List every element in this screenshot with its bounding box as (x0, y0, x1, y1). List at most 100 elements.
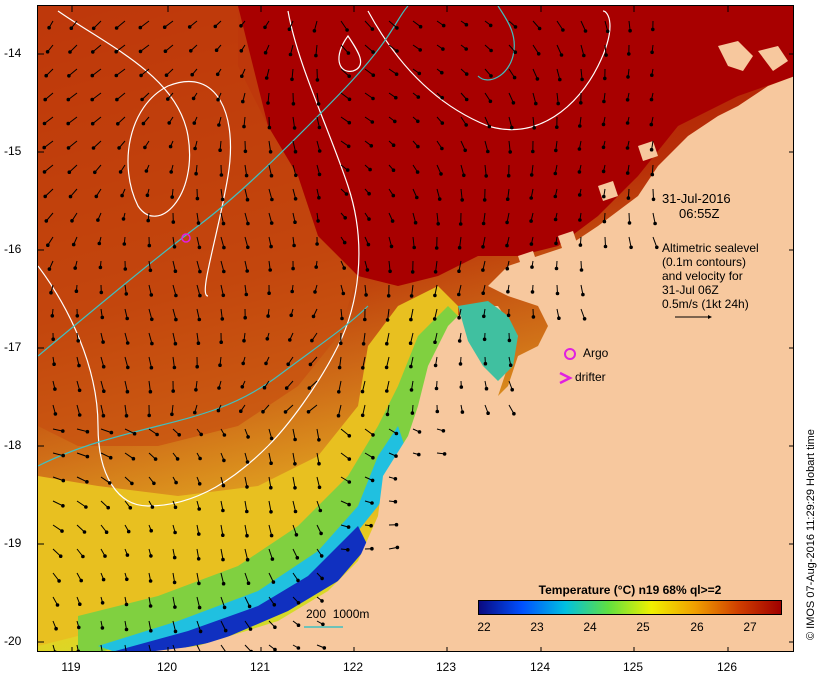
velocity-arrow (508, 116, 513, 128)
velocity-arrow-head (222, 245, 226, 250)
velocity-arrow (435, 260, 438, 272)
velocity-arrow-head (307, 386, 312, 390)
velocity-arrow-head (241, 99, 245, 104)
velocity-arrow-head (603, 244, 608, 249)
velocity-arrow-head (418, 24, 423, 29)
velocity-arrow-head (649, 122, 654, 127)
colorbar-tick-label: 22 (477, 620, 491, 634)
velocity-arrow-head (510, 125, 514, 130)
velocity-arrow-head (68, 50, 72, 54)
velocity-arrow-head (529, 173, 534, 177)
velocity-arrow-head (82, 530, 87, 534)
velocity-arrow-head (196, 557, 201, 561)
velocity-arrow-head (125, 553, 130, 557)
velocity-arrow-head (173, 269, 178, 274)
velocity-arrow-head (190, 72, 194, 77)
velocity-arrow (172, 308, 177, 320)
velocity-arrow-head (629, 245, 633, 250)
velocity-arrow-head (243, 149, 248, 154)
velocity-arrow-head (74, 289, 79, 294)
velocity-arrow-head (286, 362, 290, 367)
velocity-arrow-head (512, 75, 517, 80)
velocity-arrow-head (73, 266, 78, 270)
velocity-arrow-head (107, 481, 112, 485)
velocity-arrow-head (577, 193, 582, 197)
velocity-arrow-head (412, 245, 417, 250)
lat-tick-label: -15 (4, 144, 22, 158)
velocity-arrow-head (441, 23, 446, 28)
velocity-arrow-head (239, 409, 243, 414)
velocity-arrow (268, 140, 272, 152)
velocity-arrow-head (272, 603, 277, 607)
velocity-arrow-head (76, 339, 81, 343)
velocity-arrow-head (321, 622, 325, 627)
king-sound (458, 301, 518, 381)
velocity-arrow-head (53, 650, 57, 651)
velocity-arrow (411, 284, 414, 296)
velocity-arrow-head (371, 433, 375, 437)
velocity-arrow-head (462, 173, 466, 178)
coastal-islands (518, 41, 788, 271)
velocity-arrow-head (367, 191, 371, 196)
velocity-arrow-head (104, 530, 109, 535)
velocity-arrow-head (221, 557, 225, 562)
velocity-arrow-head (508, 363, 513, 368)
colorbar-tick-label: 26 (690, 620, 704, 634)
velocity-arrow-head (221, 581, 226, 586)
velocity-arrow-head (61, 504, 65, 508)
velocity-arrow-head (221, 508, 225, 513)
velocity-arrow-head (464, 72, 469, 76)
velocity-arrow-head (283, 410, 288, 414)
velocity-arrow-head (294, 533, 299, 537)
velocity-arrow-head (395, 26, 399, 30)
velocity-arrow-head (240, 385, 245, 389)
velocity-arrow-head (42, 145, 46, 150)
velocity-arrow-head (162, 25, 167, 30)
velocity-arrow (116, 68, 126, 76)
velocity-arrow (268, 164, 272, 176)
velocity-arrow-head (293, 462, 297, 466)
velocity-arrow-head (308, 362, 313, 367)
velocity-arrow-head (215, 72, 220, 77)
velocity-arrow-head (261, 409, 265, 414)
velocity-arrow-head (58, 554, 63, 559)
velocity-arrow-head (146, 218, 150, 223)
velocity-arrow-head (174, 480, 178, 485)
velocity-arrow-head (340, 316, 344, 321)
velocity-arrow-head (558, 77, 562, 82)
velocity-arrow-head (196, 221, 201, 225)
velocity-arrow-head (76, 649, 81, 651)
velocity-arrow-head (47, 267, 52, 271)
velocity-arrow-head (60, 529, 64, 533)
velocity-arrow-head (125, 316, 129, 321)
isobath-lines (38, 6, 515, 467)
velocity-arrow (362, 356, 366, 368)
velocity-arrow (532, 92, 537, 104)
velocity-arrow-head (481, 221, 486, 226)
velocity-arrow-head (77, 388, 82, 393)
velocity-arrow-head (174, 293, 178, 298)
velocity-arrow-head (650, 73, 654, 77)
sst-map-canvas (38, 6, 793, 651)
velocity-arrow-head (294, 173, 298, 178)
velocity-arrow-head (386, 294, 391, 298)
velocity-arrow-head (296, 601, 301, 605)
velocity-arrow-head (440, 95, 445, 100)
velocity-arrow-head (553, 171, 558, 176)
velocity-arrow-head (42, 170, 47, 174)
velocity-arrow-head (242, 338, 246, 343)
velocity-arrow-head (319, 554, 324, 558)
velocity-arrow-head (433, 363, 438, 368)
velocity-arrow (68, 140, 78, 149)
velocity-arrow-head (93, 170, 97, 175)
velocity-arrow-head (266, 101, 270, 105)
velocity-arrow-head (602, 219, 607, 224)
velocity-arrow-head (441, 47, 445, 51)
velocity-arrow-head (197, 581, 201, 586)
velocity-arrow-head (410, 270, 415, 274)
lat-tick-label: -20 (4, 634, 22, 648)
velocity-arrow-head (61, 429, 65, 433)
velocity-arrow (196, 596, 201, 608)
velocity-arrow-head (530, 265, 534, 269)
velocity-arrow-head (61, 478, 66, 483)
